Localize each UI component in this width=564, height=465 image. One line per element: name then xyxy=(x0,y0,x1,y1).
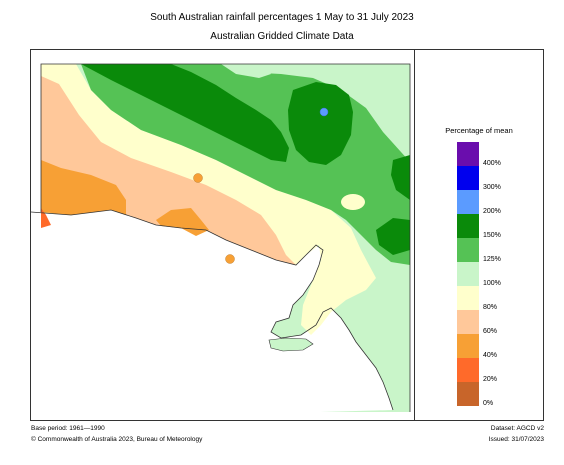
legend-label: 125% xyxy=(483,256,501,263)
coastline xyxy=(31,209,394,411)
legend-label: 0% xyxy=(483,400,494,407)
legend-label: 40% xyxy=(483,352,498,359)
legend-swatch-100 xyxy=(457,262,479,286)
zone-150-200 xyxy=(81,64,289,162)
state-border xyxy=(40,63,411,412)
ocean xyxy=(31,210,393,420)
legend-label: 60% xyxy=(483,328,498,335)
dataset: Dataset: AGCD v2 xyxy=(490,425,544,432)
legend-label: 100% xyxy=(483,280,501,287)
legend-label: 400% xyxy=(483,160,501,167)
zone-80-100-spot xyxy=(341,194,365,210)
zone-40-60-spot xyxy=(225,254,235,264)
zone-100-125-pocket xyxy=(221,64,271,78)
zone-150-200-southeast xyxy=(376,218,410,255)
legend-swatch-0 xyxy=(457,382,479,406)
zone-150-200-east xyxy=(391,155,410,200)
map-subtitle: Australian Gridded Climate Data xyxy=(210,31,354,42)
legend-swatch-125 xyxy=(457,238,479,262)
legend-divider xyxy=(414,49,415,421)
map-title: South Australian rainfall percentages 1 … xyxy=(150,12,414,23)
legend-label: 150% xyxy=(483,232,501,239)
zone-150-200-blob xyxy=(288,82,353,165)
legend-swatch-40 xyxy=(457,334,479,358)
rainfall-map xyxy=(31,63,411,420)
map-frame xyxy=(30,49,544,421)
legend-swatch-150 xyxy=(457,214,479,238)
base-period: Base period: 1961—1990 xyxy=(31,425,105,432)
legend-label: 200% xyxy=(483,208,501,215)
legend-title: Percentage of mean xyxy=(445,126,513,135)
legend-swatch-300 xyxy=(457,166,479,190)
legend-label: 80% xyxy=(483,304,498,311)
legend-label: 300% xyxy=(483,184,501,191)
zone-60-80 xyxy=(41,76,296,265)
legend-swatch-80 xyxy=(457,286,479,310)
zone-40-60-spot xyxy=(193,173,203,183)
legend-swatch-400 xyxy=(457,142,479,166)
kangaroo-island xyxy=(268,337,314,352)
legend-label: 20% xyxy=(483,376,498,383)
legend-swatch-60 xyxy=(457,310,479,334)
legend-swatch-20 xyxy=(457,358,479,382)
issued-date: Issued: 31/07/2023 xyxy=(488,436,544,443)
zone-40-60 xyxy=(41,160,126,215)
legend-swatch-200 xyxy=(457,190,479,214)
zone-200-300-spot xyxy=(319,107,329,117)
copyright: © Commonwealth of Australia 2023, Bureau… xyxy=(31,436,203,443)
